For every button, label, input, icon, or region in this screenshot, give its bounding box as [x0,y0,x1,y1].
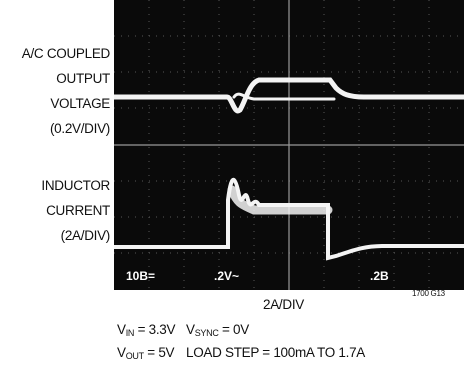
value: = 0V [219,322,249,337]
subscript: SYNC [195,328,219,338]
scale-label: 2A/DIV [263,297,304,312]
condition: VSYNC = 0V [186,322,249,338]
label: CURRENT [0,203,110,218]
label: OUTPUT [0,71,110,86]
value: = 5V [144,345,174,360]
condition: VIN = 3.3V [117,322,175,338]
symbol: V [117,322,126,337]
figure-id: 1700 G13 [412,289,445,298]
subscript: IN [126,328,134,338]
scope-screen: 10B= .2V~ .2B [114,0,464,290]
label: A/C COUPLED [0,46,110,61]
label: (0.2V/DIV) [0,121,110,136]
page: A/C COUPLED OUTPUT VOLTAGE (0.2V/DIV) IN… [0,0,464,368]
label: (2A/DIV) [0,228,110,243]
screen-label: 10B= [126,269,155,283]
condition: LOAD STEP = 100mA TO 1.7A [186,345,365,360]
screen-label: .2B [370,269,389,283]
screen-label: .2V~ [214,269,239,283]
symbol: V [117,345,126,360]
value: = 3.3V [134,322,175,337]
label: VOLTAGE [0,96,110,111]
condition: VOUT = 5V [117,345,174,361]
label: INDUCTOR [0,178,110,193]
subscript: OUT [126,351,144,361]
symbol: V [186,322,195,337]
